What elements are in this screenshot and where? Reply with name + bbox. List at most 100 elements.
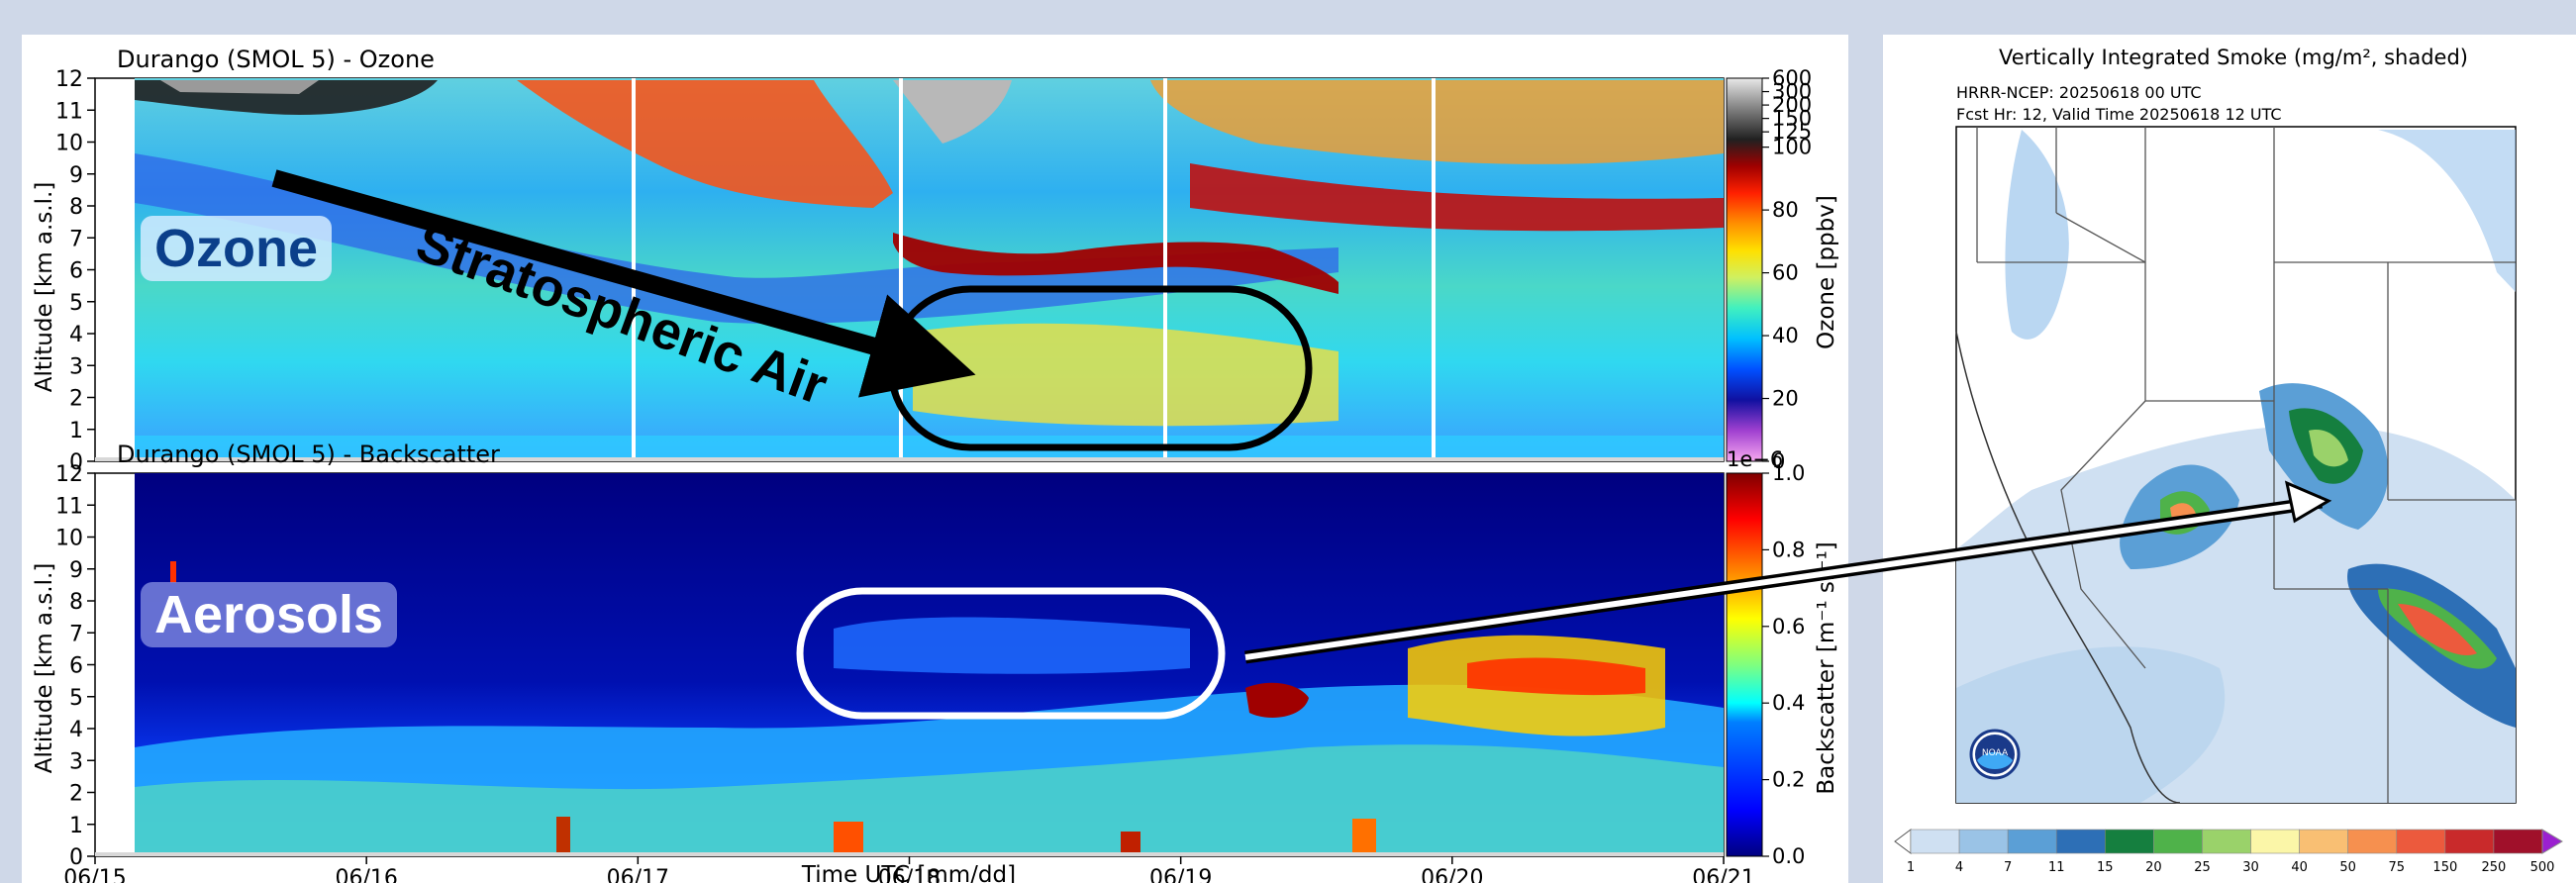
smoke-cb-tick-label: 1 bbox=[1907, 860, 1915, 875]
x-tick-label: 06/19 bbox=[1149, 866, 1212, 883]
smoke-model-run: HRRR-NCEP: 20250618 00 UTC bbox=[1956, 83, 2202, 102]
backscatter-colorbar-ticks: 0.0 0.2 0.4 0.6 0.8 1.0 bbox=[1762, 461, 1805, 868]
smoke-colorbar-cell bbox=[2007, 829, 2057, 854]
backscatter-plot-area bbox=[94, 472, 1725, 857]
smoke-colorbar-cell bbox=[1958, 829, 2009, 854]
smoke-colorbar-ticks: 1 4 7 11 15 20 25 30 40 50 75 150 250 500 bbox=[1907, 860, 2555, 875]
smoke-cb-tick-label: 11 bbox=[2048, 860, 2065, 875]
ozone-cb-tick-label: 125 bbox=[1772, 120, 1812, 144]
smoke-colorbar-max-extend bbox=[2541, 829, 2563, 854]
y-tick-label: 2 bbox=[69, 782, 83, 807]
y-tick-label: 7 bbox=[69, 227, 83, 251]
y-tick-label: 0 bbox=[69, 450, 83, 475]
bs-cb-tick-label: 0.2 bbox=[1772, 768, 1805, 792]
y-tick-label: 1 bbox=[69, 419, 83, 443]
y-tick-label: 4 bbox=[69, 323, 83, 347]
y-tick-label: 9 bbox=[69, 558, 83, 583]
smoke-cb-tick-label: 75 bbox=[2388, 860, 2405, 875]
ozone-cb-tick-label: 600 bbox=[1772, 66, 1812, 90]
smoke-colorbar-cell bbox=[2347, 829, 2398, 854]
ozone-ylabel: Altitude [km a.s.l.] bbox=[32, 182, 57, 393]
ozone-cb-tick-label: 150 bbox=[1772, 107, 1812, 131]
smoke-cb-tick-label: 30 bbox=[2242, 860, 2259, 875]
noaa-logo: NOAA bbox=[1969, 729, 2021, 780]
y-tick-label: 12 bbox=[55, 462, 83, 487]
smoke-cb-tick-label: 15 bbox=[2097, 860, 2114, 875]
x-tick-label: 06/20 bbox=[1421, 866, 1483, 883]
time-xlabel: Time UTC [mm/dd] bbox=[801, 862, 1016, 883]
lidar-figure-panel: Durango (SMOL 5) - Ozone Altitude [km a.… bbox=[22, 35, 1848, 883]
smoke-cb-tick-label: 150 bbox=[2432, 860, 2457, 875]
bs-cb-tick-label: 0.8 bbox=[1772, 538, 1805, 561]
smoke-layer-highlight-ellipse bbox=[796, 587, 1226, 720]
y-tick-label: 3 bbox=[69, 354, 83, 379]
y-tick-label: 5 bbox=[69, 686, 83, 711]
x-tick-label: 06/21 bbox=[1692, 866, 1754, 883]
ozone-cb-tick-label: 20 bbox=[1772, 387, 1799, 411]
ozone-filament bbox=[893, 233, 1338, 294]
x-tick-label: 06/15 bbox=[63, 866, 126, 883]
smoke-colorbar-min-extend bbox=[1894, 829, 1912, 854]
backscatter-colorbar-offset: 1e−6 bbox=[1727, 447, 1783, 471]
y-tick-label: 11 bbox=[55, 494, 83, 519]
ozone-plot-area bbox=[94, 77, 1725, 462]
smoke-colorbar-cell bbox=[2396, 829, 2446, 854]
ozone-cb-tick-label: 80 bbox=[1772, 198, 1799, 222]
lidar-figure: Durango (SMOL 5) - Ozone Altitude [km a.… bbox=[32, 46, 1839, 883]
ozone-stratospheric-intrusion bbox=[913, 323, 1338, 427]
smoke-cb-tick-label: 4 bbox=[1955, 860, 1963, 875]
smoke-map-figure: Vertically Integrated Smoke (mg/m², shad… bbox=[1894, 46, 2563, 875]
smoke-colorbar-cell bbox=[2250, 829, 2300, 854]
smoke-colorbar-cell bbox=[2055, 829, 2106, 854]
y-tick-label: 6 bbox=[69, 654, 83, 679]
ozone-low-layer bbox=[135, 153, 1338, 324]
ozone-plot-title: Durango (SMOL 5) - Ozone bbox=[117, 46, 435, 73]
y-tick-label: 8 bbox=[69, 590, 83, 615]
y-tick-label: 2 bbox=[69, 387, 83, 412]
y-tick-label: 9 bbox=[69, 163, 83, 188]
stratospheric-air-arrow bbox=[271, 169, 976, 398]
smoke-colorbar-cell bbox=[2444, 829, 2495, 854]
smoke-cb-tick-label: 20 bbox=[2145, 860, 2162, 875]
state-borders bbox=[1976, 127, 2516, 803]
smoke-colorbar-cell bbox=[2153, 829, 2203, 854]
aerosols-badge: Aerosols bbox=[141, 582, 398, 647]
y-tick-label: 8 bbox=[69, 195, 83, 220]
ozone-cb-tick-label: 0 bbox=[1772, 449, 1785, 473]
smoke-colorbar-cell bbox=[2202, 829, 2251, 854]
backscatter-elevated-layer bbox=[834, 617, 1190, 674]
y-tick-label: 5 bbox=[69, 291, 83, 316]
y-tick-label: 4 bbox=[69, 718, 83, 742]
ozone-cb-tick-label: 200 bbox=[1772, 93, 1812, 117]
smoke-colorbar-cell bbox=[2299, 829, 2348, 854]
ozone-badge: Ozone bbox=[141, 216, 333, 281]
ozone-cb-tick-label: 60 bbox=[1772, 261, 1799, 285]
smoke-colorbar-cell bbox=[2105, 829, 2154, 854]
smoke-map-title: Vertically Integrated Smoke (mg/m², shad… bbox=[1999, 46, 2468, 69]
smoke-forecast-hour: Fcst Hr: 12, Valid Time 20250618 12 UTC bbox=[1956, 105, 2282, 124]
bs-cb-tick-label: 0.0 bbox=[1772, 844, 1805, 868]
backscatter-colorbar bbox=[1726, 472, 1763, 857]
y-tick-label: 10 bbox=[55, 527, 83, 551]
smoke-cb-tick-label: 7 bbox=[2004, 860, 2012, 875]
bs-cb-tick-label: 0.4 bbox=[1772, 691, 1805, 715]
y-tick-label: 6 bbox=[69, 259, 83, 284]
time-x-axis: 06/15 06/16 06/17 06/18 06/19 06/20 06/21 bbox=[63, 856, 1755, 883]
intrusion-highlight-ellipse bbox=[887, 285, 1313, 451]
smoke-colorbar bbox=[1910, 829, 2563, 854]
y-tick-label: 3 bbox=[69, 749, 83, 774]
noaa-logo-text: NOAA bbox=[1982, 748, 2009, 758]
y-tick-label: 11 bbox=[55, 99, 83, 124]
ozone-cb-tick-label: 40 bbox=[1772, 324, 1799, 347]
ozone-cb-tick-label: 300 bbox=[1772, 80, 1812, 104]
x-tick-label: 06/16 bbox=[335, 866, 397, 883]
x-tick-label: 06/18 bbox=[878, 866, 941, 883]
smoke-cb-tick-label: 25 bbox=[2194, 860, 2211, 875]
bs-cb-tick-label: 0.6 bbox=[1772, 615, 1805, 638]
smoke-cb-tick-label: 250 bbox=[2482, 860, 2507, 875]
backscatter-ylabel: Altitude [km a.s.l.] bbox=[32, 563, 57, 774]
backscatter-plot-title: Durango (SMOL 5) - Backscatter bbox=[117, 441, 500, 468]
x-tick-label: 06/17 bbox=[607, 866, 669, 883]
